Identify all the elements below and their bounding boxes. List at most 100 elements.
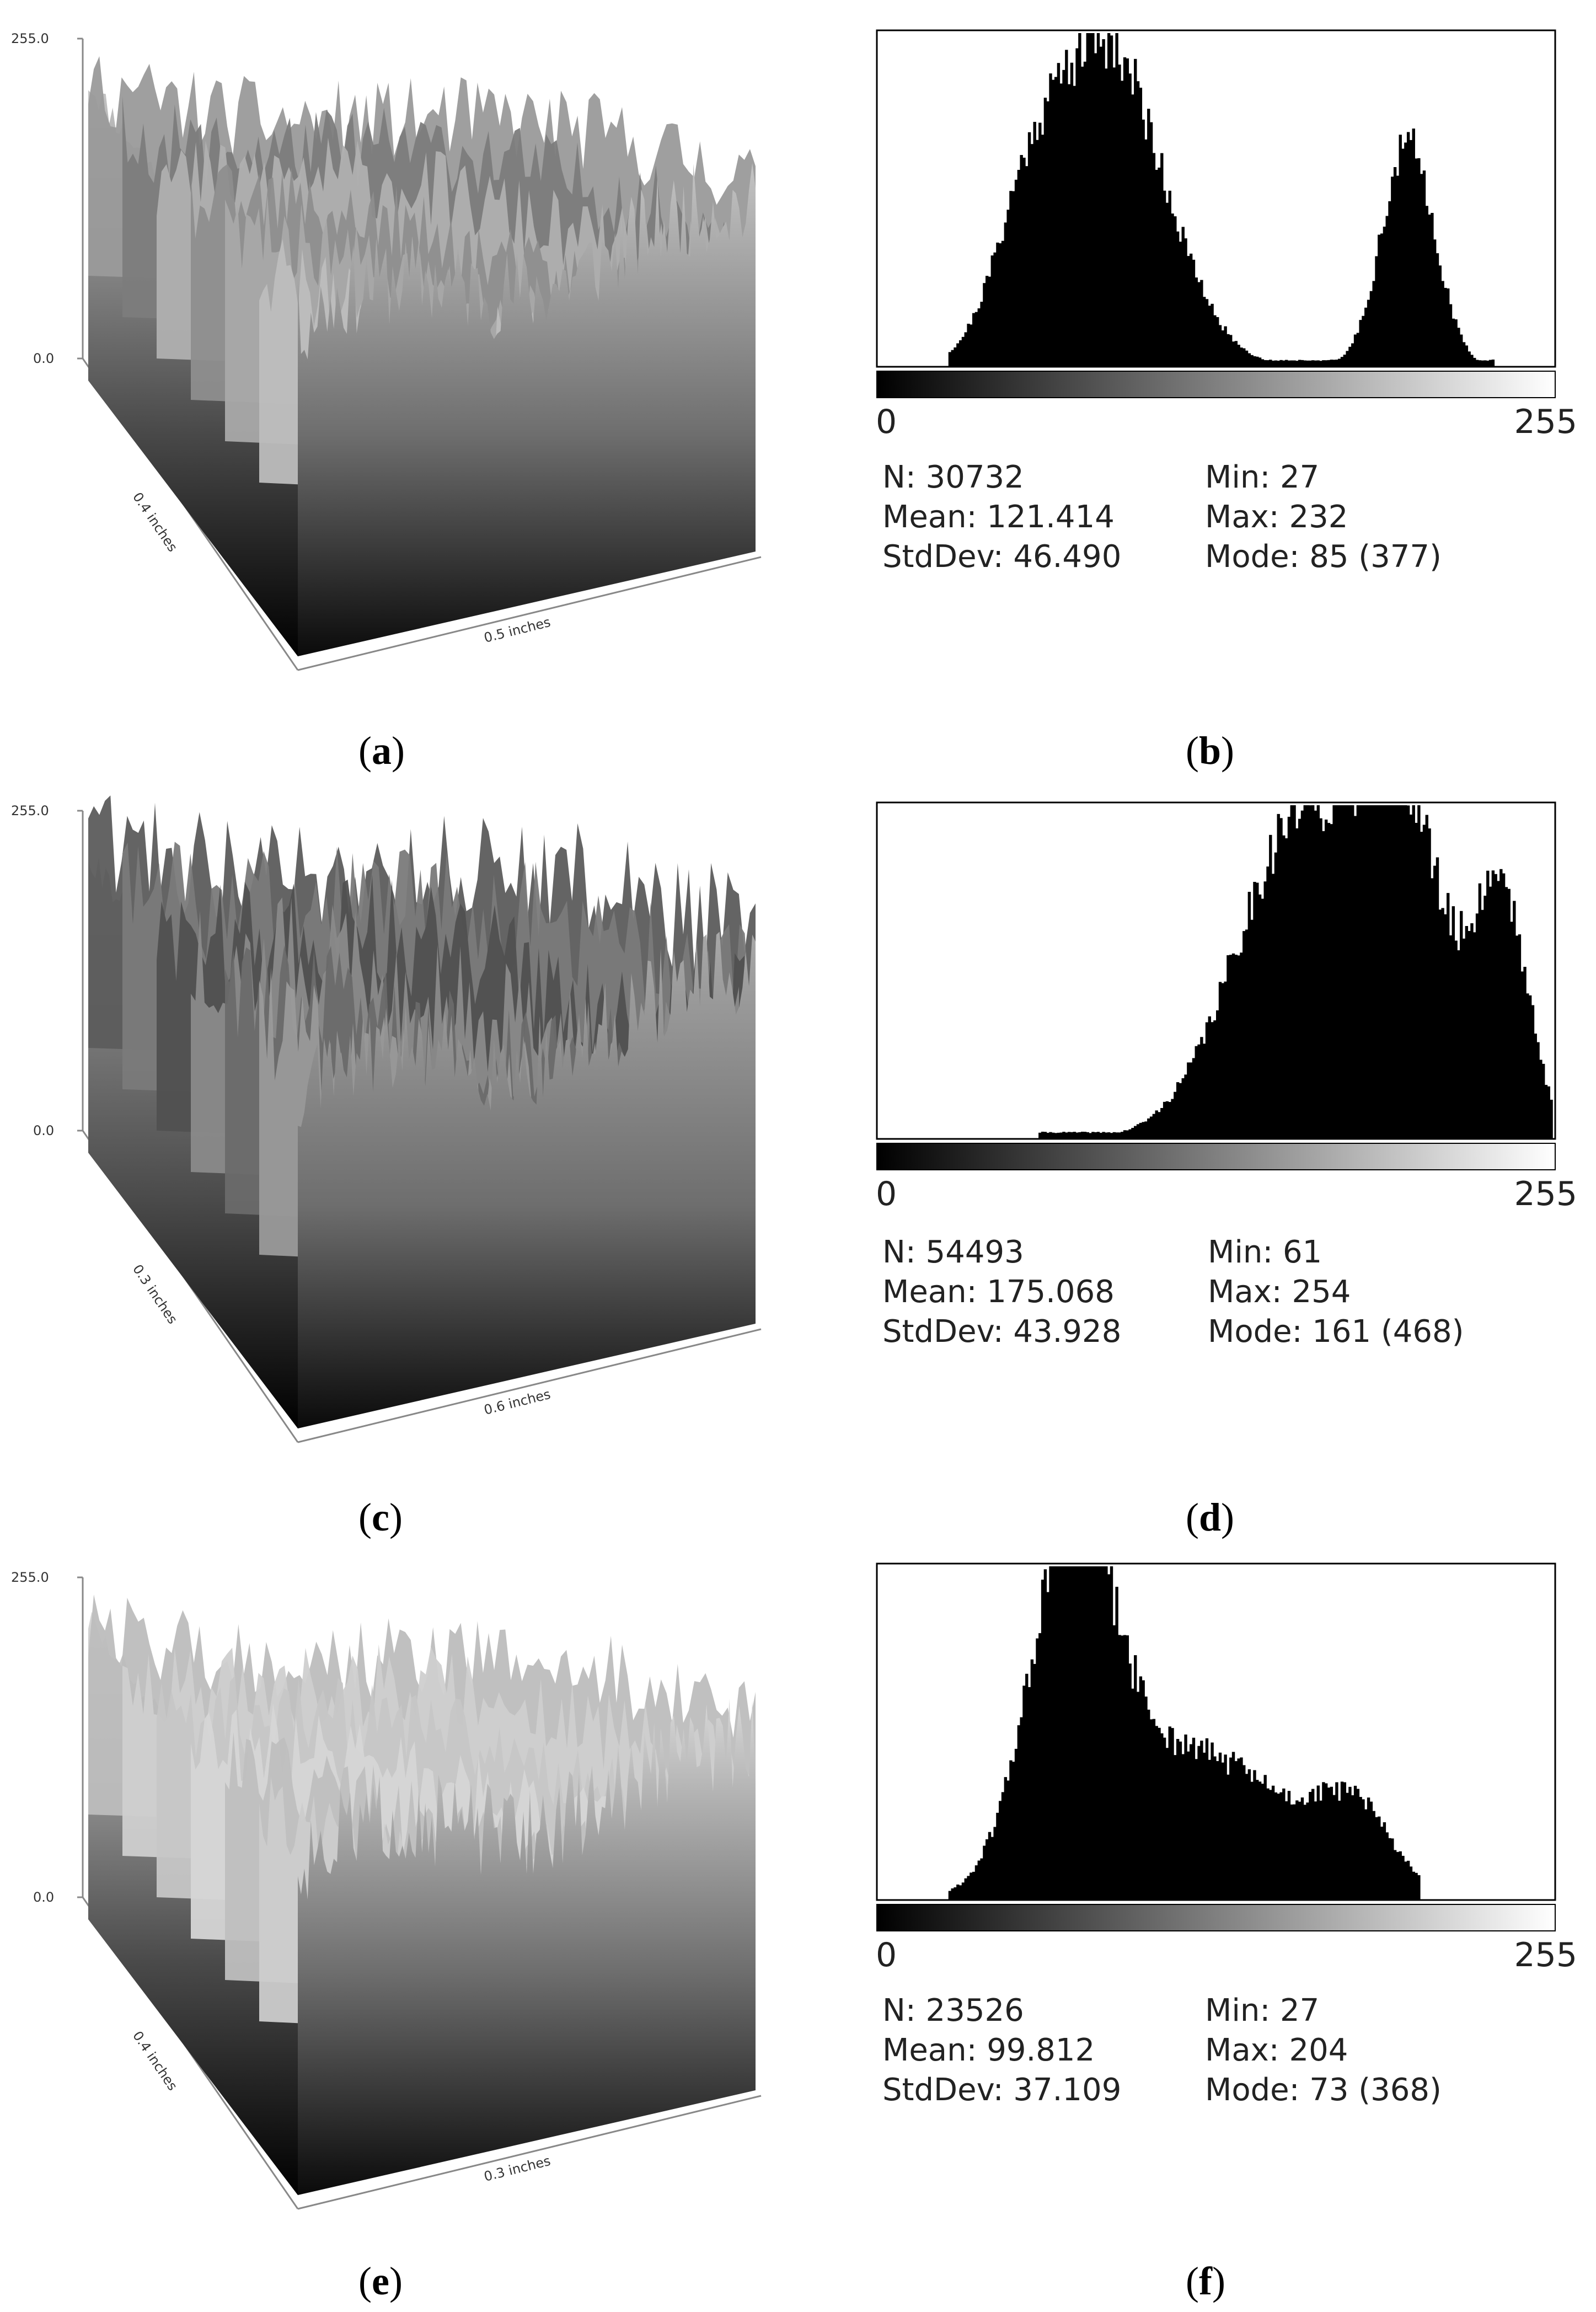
caption-a: (a)	[358, 729, 405, 773]
stat-max: Max: 254	[1208, 1274, 1351, 1310]
histogram-bar	[1046, 1132, 1049, 1139]
histogram-bar	[1107, 1574, 1111, 1900]
histogram-bar	[1237, 955, 1240, 1139]
histogram-bar	[1396, 175, 1400, 367]
histogram-bar	[1468, 351, 1471, 367]
histogram-bar	[1027, 1687, 1031, 1900]
histogram-bar	[1155, 1726, 1158, 1900]
histogram-bar	[1174, 1755, 1177, 1900]
histogram-bar	[1179, 1083, 1182, 1139]
histogram-bar	[1359, 1797, 1362, 1900]
histogram-bar	[1041, 135, 1045, 367]
histogram-bar	[1468, 930, 1471, 1139]
histogram-bar	[1290, 805, 1293, 1139]
histogram-bar	[1412, 129, 1415, 367]
histogram-bar	[1083, 61, 1087, 367]
histogram-bar	[1181, 227, 1185, 367]
histogram-bar	[1256, 356, 1259, 367]
x-min-label: 0	[876, 1175, 897, 1213]
histogram-bar	[1454, 940, 1458, 1139]
histogram-bar	[1237, 345, 1240, 367]
histogram-bar	[1160, 153, 1164, 367]
histogram-bar	[1184, 238, 1187, 367]
histogram-bar	[1412, 1871, 1415, 1900]
histogram-bar	[1420, 174, 1423, 367]
histogram-bar	[1515, 935, 1519, 1139]
histogram-bar	[983, 283, 986, 367]
histogram-bar	[1388, 805, 1391, 1139]
histogram-bar	[1221, 1762, 1225, 1900]
histogram-bar	[1218, 1752, 1222, 1900]
histogram-bar	[1009, 191, 1013, 367]
histogram-bar	[1123, 1130, 1127, 1139]
histogram-bar	[1491, 359, 1495, 367]
histogram-bar	[1393, 1850, 1397, 1900]
histogram-bar	[1136, 1692, 1140, 1900]
histogram-bar	[1062, 1566, 1065, 1900]
histogram-bar	[1036, 1638, 1039, 1900]
histogram-panel-b: 0 255 N: 30732 Mean: 121.414 StdDev: 46.4…	[860, 22, 1594, 607]
histogram-bar	[1372, 1811, 1375, 1900]
histogram-bar	[1245, 1774, 1249, 1900]
histogram-bar	[1343, 805, 1347, 1139]
histogram-bar	[1128, 1663, 1132, 1900]
histogram-bar	[1319, 361, 1322, 367]
histogram-bar	[1009, 1760, 1013, 1900]
histogram-bar	[1478, 360, 1482, 367]
histogram-bar	[1216, 317, 1219, 367]
histogram-bar	[1165, 202, 1169, 367]
histogram-bar	[1160, 1107, 1164, 1139]
histogram-bar	[1465, 345, 1469, 367]
stat-n: N: 54493	[882, 1234, 1024, 1270]
surface-plot-e: 255.0 0.0 0.4 inches 0.3 inches	[0, 1539, 783, 2234]
histogram-bar	[1335, 805, 1338, 1139]
histogram-bar	[1462, 342, 1466, 367]
histogram-bar	[1438, 909, 1442, 1139]
histogram-bar	[1218, 982, 1222, 1139]
histogram-bar	[1126, 1130, 1129, 1139]
histogram-bar	[985, 1839, 989, 1900]
histogram-bar	[1144, 1121, 1148, 1139]
histogram-bar	[1118, 65, 1121, 367]
histogram-bar	[1431, 878, 1434, 1139]
histogram-bar	[1208, 1016, 1211, 1139]
histogram-bar	[1234, 955, 1238, 1139]
surface-svg-a: 255.0 0.0 0.4 inches 0.5 inches	[11, 31, 762, 671]
histogram-bar	[1340, 357, 1344, 367]
histogram-bar	[1163, 1101, 1166, 1139]
histogram-bar	[1181, 1078, 1185, 1139]
histogram-bar	[1346, 1792, 1349, 1900]
histogram-bar	[1401, 1855, 1405, 1900]
histogram-bar	[1099, 1132, 1102, 1139]
histogram-bar	[1284, 360, 1288, 367]
histogram-bar	[1046, 1592, 1049, 1900]
histogram-bar	[993, 252, 997, 367]
histogram-bar	[1123, 57, 1127, 367]
histogram-bar	[1144, 139, 1148, 367]
histogram-bar	[1353, 334, 1357, 367]
histogram-bar	[1433, 865, 1437, 1139]
histogram-bar	[1287, 1791, 1291, 1900]
histogram-bar	[1086, 1132, 1089, 1139]
histogram-bar	[1078, 33, 1081, 367]
histogram-bar	[1380, 233, 1384, 367]
histogram-bar	[1327, 360, 1331, 367]
histogram-bar	[1293, 360, 1296, 367]
histogram-bar	[1062, 69, 1065, 367]
histogram-bar	[1327, 823, 1331, 1139]
histogram-bar	[1282, 1788, 1286, 1900]
histogram-bar	[1070, 1132, 1074, 1139]
histogram-bar	[1197, 1746, 1201, 1900]
histogram-bar	[1163, 1737, 1166, 1900]
histogram-bar	[1258, 1781, 1262, 1900]
histogram-bar	[1309, 805, 1312, 1139]
histogram-bar	[1497, 881, 1500, 1139]
histogram-bar	[1470, 923, 1474, 1139]
surface-front-face	[298, 1699, 756, 2195]
histogram-bar	[1279, 818, 1283, 1139]
histogram-bar	[1112, 1132, 1116, 1139]
depth-label: 0.3 inches	[130, 1262, 180, 1327]
histogram-panel-f: 0 255 N: 23526 Mean: 99.812 StdDev: 37.10…	[860, 1555, 1594, 2140]
histogram-bar	[1242, 348, 1246, 367]
histogram-bar	[1070, 1566, 1074, 1900]
